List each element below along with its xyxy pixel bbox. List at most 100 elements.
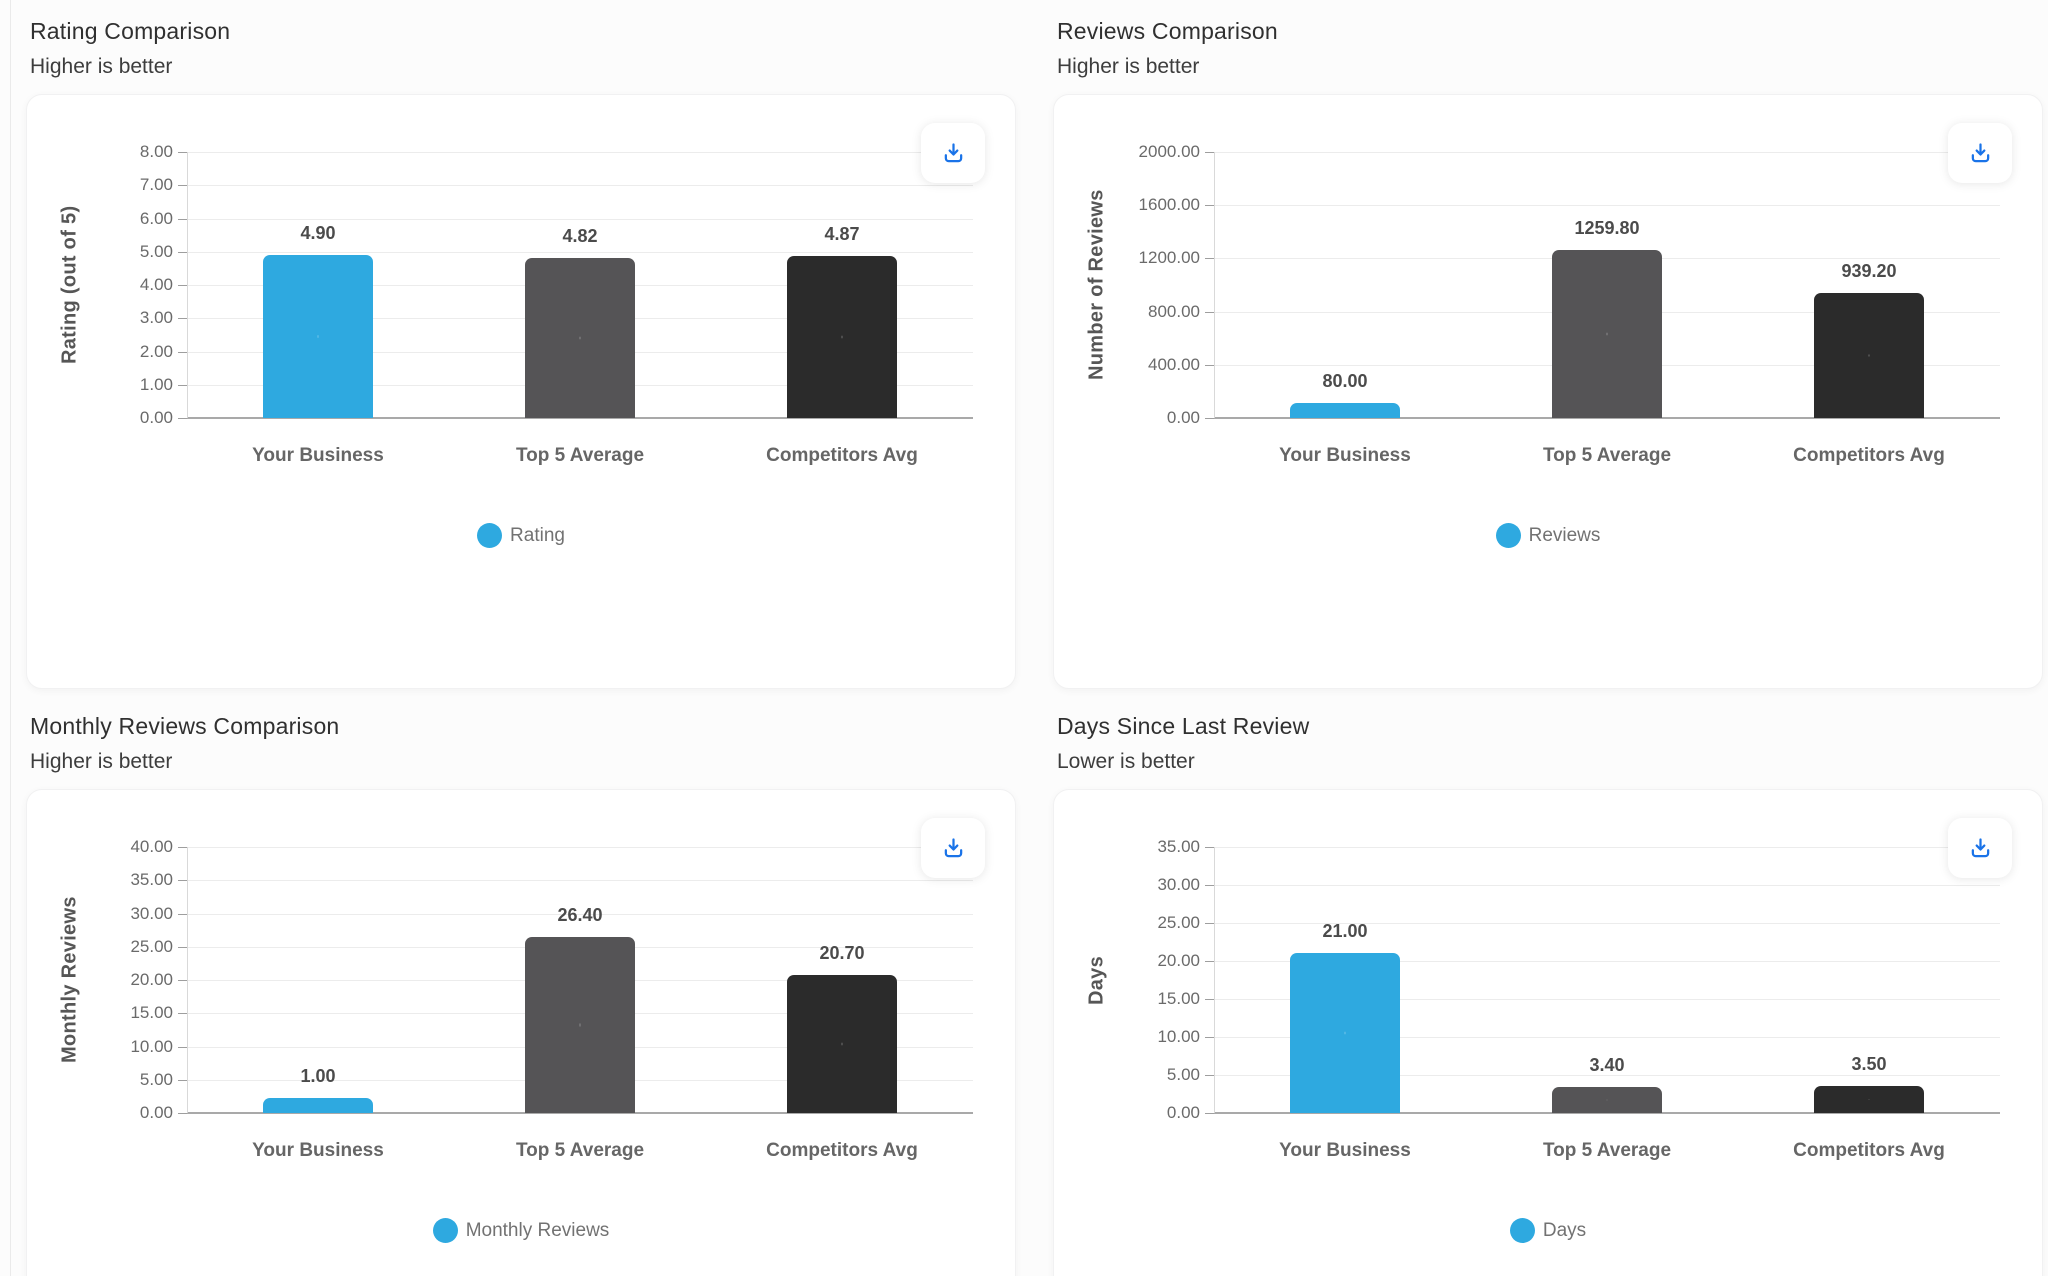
y-axis-tick (178, 285, 187, 286)
bar-value-label: 26.40 (557, 905, 603, 925)
y-tick-label: 5.00 (1166, 1065, 1200, 1084)
bar-your-business (263, 1098, 373, 1113)
y-axis-tick (1205, 847, 1214, 848)
legend-color-dot (1509, 1218, 1535, 1243)
download-icon (1971, 837, 1989, 857)
y-axis-tick (1205, 1037, 1214, 1038)
y-axis-tick (1205, 418, 1214, 419)
bar-competitors-avg (787, 975, 897, 1113)
download-chart-button[interactable] (1948, 123, 2012, 183)
y-axis-tick (178, 1047, 187, 1048)
chart-card: Number of Reviews 2000.00 1600.00 1200.00 8… (1053, 94, 2043, 689)
y-axis-tick (1205, 961, 1214, 962)
y-tick-label: 2000.00 (1138, 142, 1200, 161)
y-axis-tick (1205, 205, 1214, 206)
y-axis-line (1214, 847, 1215, 1113)
x-axis-baseline (1214, 1112, 2000, 1114)
bar-your-business (263, 255, 373, 418)
bar-top-5-average (1552, 1087, 1662, 1113)
y-tick-label: 6.00 (139, 209, 173, 228)
chart-subtitle: Higher is better (1057, 55, 1200, 78)
y-axis-tick (1205, 152, 1214, 153)
y-tick-label: 30.00 (130, 904, 173, 923)
chart-title: Rating Comparison (30, 18, 231, 44)
x-axis-baseline (1214, 417, 2000, 419)
x-category-label: Competitors Avg (766, 445, 918, 466)
y-axis-tick (178, 318, 187, 319)
y-tick-label: 3.00 (139, 308, 173, 327)
y-tick-label: 5.00 (139, 1070, 173, 1089)
bar-competitors-avg (1814, 293, 1924, 418)
y-axis-tick (178, 947, 187, 948)
y-axis-tick (178, 252, 187, 253)
gridline (1214, 1037, 2000, 1038)
bar-value-label: 939.20 (1841, 261, 1897, 281)
bar-value-label: 4.82 (562, 226, 598, 246)
y-tick-label: 35.00 (1157, 837, 1200, 856)
y-tick-label: 1200.00 (1138, 248, 1200, 267)
y-tick-label: 40.00 (130, 837, 173, 856)
chart-card: Rating (out of 5) 8.00 7.00 6.00 5.00 4.00 3.… (26, 94, 1016, 689)
x-category-label: Top 5 Average (515, 445, 645, 466)
bar-competitors-avg (787, 256, 897, 418)
y-tick-label: 800.00 (1148, 302, 1200, 321)
y-axis-tick (178, 152, 187, 153)
gridline (187, 252, 973, 253)
legend-label: Monthly Reviews (465, 1219, 610, 1241)
gridline (187, 847, 973, 848)
chart-legend: Days (1054, 1218, 2042, 1243)
bar-competitors-avg (1814, 1086, 1924, 1113)
y-axis-tick (1205, 365, 1214, 366)
y-tick-label: 5.00 (139, 242, 173, 261)
x-category-label: Your Business (252, 1140, 384, 1161)
legend-color-dot (477, 523, 503, 548)
x-category-label: Your Business (252, 445, 384, 466)
gridline (1214, 961, 2000, 962)
y-tick-label: 1.00 (139, 375, 173, 394)
y-axis-tick (178, 1013, 187, 1014)
gridline (1214, 1075, 2000, 1076)
bar-top-5-average (525, 258, 635, 418)
bar-top-5-average (525, 937, 635, 1113)
download-chart-button[interactable] (921, 818, 985, 878)
panel-reviews-comparison: Reviews Comparison Higher is better Numb… (1053, 18, 2043, 689)
gridline (1214, 999, 2000, 1000)
x-category-label: Top 5 Average (515, 1140, 645, 1161)
y-axis-tick (178, 914, 187, 915)
bar-chart-plot: 40.00 35.00 30.00 25.00 20.00 15.00 10.00 5.00 0… (27, 790, 1015, 1276)
y-axis-tick (178, 880, 187, 881)
y-tick-label: 10.00 (130, 1037, 173, 1056)
y-axis-tick (1205, 312, 1214, 313)
bar-value-label: 3.40 (1589, 1055, 1625, 1075)
x-category-label: Competitors Avg (1793, 445, 1945, 466)
y-tick-label: 25.00 (130, 937, 173, 956)
y-tick-label: 4.00 (139, 275, 173, 294)
gridline (1214, 205, 2000, 206)
bar-value-label: 1.00 (300, 1066, 336, 1086)
y-axis-line (187, 847, 188, 1113)
y-tick-label: 8.00 (139, 142, 173, 161)
gridline (187, 185, 973, 186)
y-axis-tick (1205, 1113, 1214, 1114)
download-chart-button[interactable] (1948, 818, 2012, 878)
y-axis-tick (178, 1080, 187, 1081)
bar-chart-plot: 8.00 7.00 6.00 5.00 4.00 3.00 2.00 1.00 0.00 4.90… (27, 95, 1015, 688)
bar-value-label: 80.00 (1322, 371, 1368, 391)
y-tick-label: 20.00 (130, 970, 173, 989)
bar-value-label: 3.50 (1851, 1054, 1887, 1074)
panel-days-since-last-review: Days Since Last Review Lower is better D… (1053, 713, 2043, 1276)
y-tick-label: 25.00 (1157, 913, 1200, 932)
legend-label: Rating (510, 524, 565, 546)
bar-value-label: 20.70 (819, 943, 865, 963)
x-category-label: Your Business (1279, 1140, 1411, 1161)
y-axis-tick (178, 847, 187, 848)
chart-subtitle: Higher is better (30, 750, 173, 773)
x-axis-baseline (187, 1112, 973, 1114)
gridline (187, 880, 973, 881)
download-chart-button[interactable] (921, 123, 985, 183)
chart-legend: Rating (27, 523, 1015, 548)
bar-top-5-average (1552, 250, 1662, 418)
download-icon (944, 837, 962, 857)
chart-legend: Reviews (1054, 523, 2042, 548)
